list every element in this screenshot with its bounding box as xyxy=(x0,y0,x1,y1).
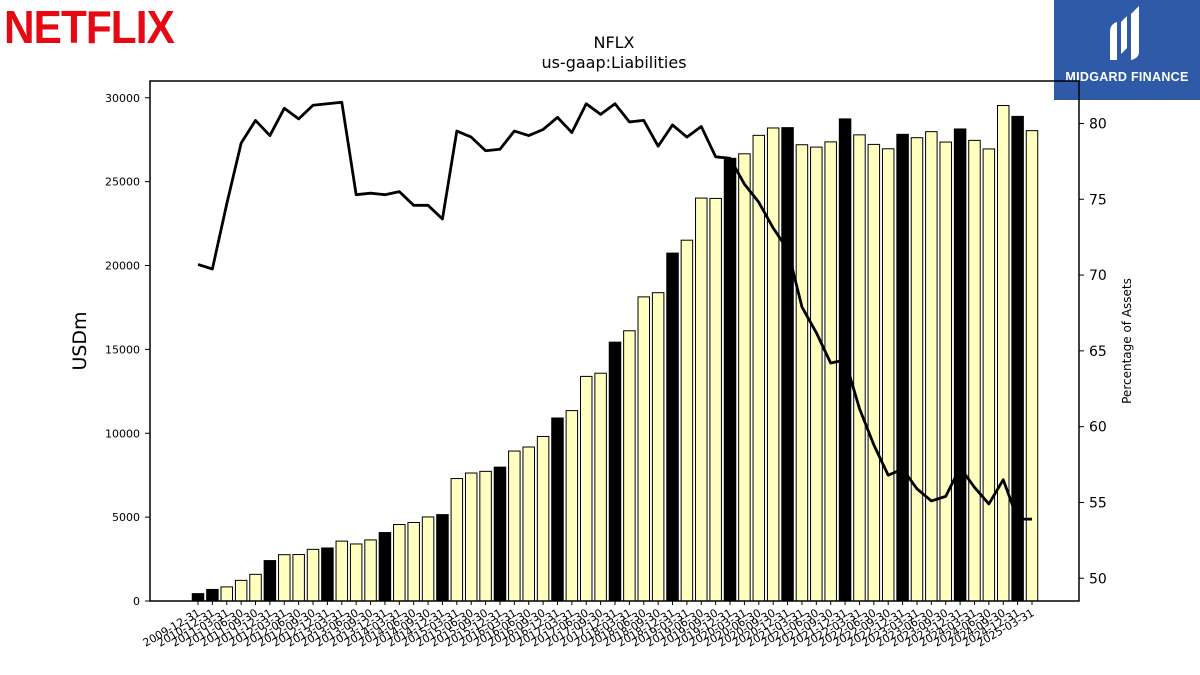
netflix-logo: NETFLIX xyxy=(4,1,175,53)
y-tick-label: 25000 xyxy=(105,176,140,189)
bar-2010-12-31 xyxy=(206,588,219,602)
bar-2022-03-31 xyxy=(853,134,866,602)
bar-2019-03-31 xyxy=(680,239,694,602)
bar-2018-06-30 xyxy=(637,296,651,602)
bar-2015-09-30 xyxy=(479,470,492,602)
midgard-finance-label: MIDGARD FINANCE xyxy=(1065,70,1189,84)
bar-2014-12-31 xyxy=(436,514,449,602)
bar-2022-06-30 xyxy=(867,143,881,602)
y-tick-label: 0 xyxy=(133,595,140,608)
bar-2016-03-31 xyxy=(508,450,521,602)
y-axis-left: 0 5000 10000 15000 20000 25000 30000 xyxy=(105,92,150,608)
bar-2011-09-30 xyxy=(249,573,262,602)
bar-2018-12-31 xyxy=(666,252,679,602)
bar-2024-06-30 xyxy=(982,148,996,602)
bar-2017-06-30 xyxy=(579,375,593,602)
bar-2021-03-31 xyxy=(795,144,809,602)
bar-2020-09-30 xyxy=(766,127,780,602)
bar-2019-06-30 xyxy=(695,197,708,602)
chart-subtitle: us-gaap:Liabilities xyxy=(541,53,686,72)
bar-2016-12-31 xyxy=(551,417,564,602)
y-tick-label: 20000 xyxy=(105,260,140,273)
bar-2012-06-30 xyxy=(292,554,305,602)
bar-2022-09-30 xyxy=(881,148,895,602)
bar-2023-06-30 xyxy=(925,131,938,602)
bar-2025-03-31 xyxy=(1025,130,1039,602)
bar-2017-09-30 xyxy=(594,372,607,602)
bar-2019-12-31 xyxy=(723,157,737,602)
bar-2009-12-31 xyxy=(191,593,205,602)
bar-2017-12-31 xyxy=(608,341,622,602)
bar-2012-09-30 xyxy=(306,548,320,602)
bar-2013-12-31 xyxy=(378,532,392,602)
y-axis-right: 50 55 60 65 70 75 80 xyxy=(1079,116,1107,587)
y2-tick-label: 80 xyxy=(1089,116,1107,132)
bar-2018-03-31 xyxy=(623,330,636,602)
y2-tick-label: 60 xyxy=(1089,420,1107,436)
percentage-of-assets-line xyxy=(197,100,1032,521)
bar-series xyxy=(191,104,1039,602)
bar-2012-12-31 xyxy=(321,547,334,602)
bar-2023-12-31 xyxy=(953,128,967,602)
y-tick-label: 30000 xyxy=(105,92,140,105)
bar-2017-03-31 xyxy=(565,410,579,602)
bar-2023-03-31 xyxy=(910,137,924,602)
bar-2011-12-31 xyxy=(263,560,277,602)
x-axis: 2009-12-312010-12-312011-03-312011-06-30… xyxy=(141,601,1037,650)
y2-tick-label: 65 xyxy=(1089,344,1107,360)
bar-2013-09-30 xyxy=(364,539,377,602)
bar-2024-12-31 xyxy=(1011,115,1024,602)
bar-2018-09-30 xyxy=(651,292,665,602)
bar-2020-03-31 xyxy=(738,153,751,602)
bar-2021-09-30 xyxy=(824,141,837,602)
bar-2019-09-30 xyxy=(709,197,722,602)
y-tick-label: 10000 xyxy=(105,427,140,440)
bar-2015-12-31 xyxy=(493,466,507,602)
bar-2012-03-31 xyxy=(278,554,291,602)
bar-2020-06-30 xyxy=(752,134,766,602)
bar-2014-03-31 xyxy=(393,524,406,602)
bar-2013-06-30 xyxy=(349,543,363,602)
bar-2011-06-30 xyxy=(234,579,248,602)
y2-tick-label: 70 xyxy=(1089,268,1107,284)
line-series xyxy=(197,100,1032,521)
y-axis-label: USDm xyxy=(69,311,91,370)
bar-2014-09-30 xyxy=(421,516,435,602)
chart-title: NFLX xyxy=(593,33,634,52)
bar-2024-03-31 xyxy=(968,139,981,602)
bar-2011-03-31 xyxy=(220,586,234,602)
bar-2015-06-30 xyxy=(464,472,478,602)
bar-2016-06-30 xyxy=(522,446,535,602)
y2-axis-label: Percentage of Assets xyxy=(1120,278,1134,404)
midgard-emblem-icon xyxy=(1110,6,1139,60)
y-tick-label: 15000 xyxy=(105,343,140,356)
bar-2015-03-31 xyxy=(450,478,464,602)
bar-2016-09-30 xyxy=(536,435,550,602)
bar-2023-09-30 xyxy=(939,141,952,602)
bar-2014-06-30 xyxy=(407,522,420,602)
bar-2020-12-31 xyxy=(781,127,794,602)
y2-tick-label: 55 xyxy=(1089,495,1107,511)
y-tick-label: 5000 xyxy=(112,511,140,524)
bar-2013-03-31 xyxy=(335,540,349,602)
y2-tick-label: 50 xyxy=(1089,571,1107,587)
bar-2024-09-30 xyxy=(996,104,1010,602)
y2-tick-label: 75 xyxy=(1089,192,1107,208)
bar-2021-06-30 xyxy=(810,146,823,602)
bar-2022-12-31 xyxy=(896,133,909,602)
